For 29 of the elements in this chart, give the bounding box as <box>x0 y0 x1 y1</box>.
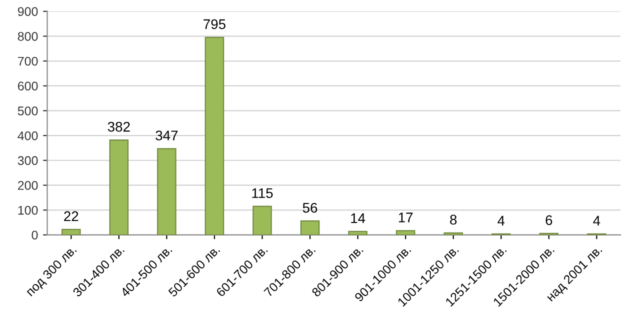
bar <box>252 206 272 235</box>
data-label: 14 <box>351 213 366 223</box>
y-tick-label: 700 <box>18 56 38 66</box>
data-label: 382 <box>108 122 130 132</box>
bar <box>109 139 129 235</box>
y-tick-label: 500 <box>18 106 38 116</box>
y-tick-label: 800 <box>18 32 38 41</box>
bar <box>300 220 320 235</box>
data-label: 795 <box>204 19 226 30</box>
data-label: 17 <box>398 212 413 222</box>
data-label: 115 <box>252 188 273 198</box>
y-tick-label: 100 <box>18 206 38 215</box>
y-tick-label: 600 <box>18 82 38 91</box>
data-label: 6 <box>546 215 552 226</box>
data-label: 4 <box>498 216 505 226</box>
y-tick-label: 0 <box>32 230 38 240</box>
y-tick-label: 200 <box>18 181 38 190</box>
data-label: 4 <box>593 216 600 226</box>
bar <box>396 230 416 235</box>
bar <box>157 148 176 235</box>
data-label: 347 <box>156 130 178 140</box>
data-label: 56 <box>302 202 318 213</box>
y-tick-label: 900 <box>18 7 38 16</box>
y-tick-label: 400 <box>18 131 38 140</box>
data-label: 22 <box>64 211 78 221</box>
bar <box>62 228 81 235</box>
bar <box>204 36 224 235</box>
data-label: 8 <box>450 214 457 225</box>
y-tick-label: 300 <box>18 156 38 166</box>
